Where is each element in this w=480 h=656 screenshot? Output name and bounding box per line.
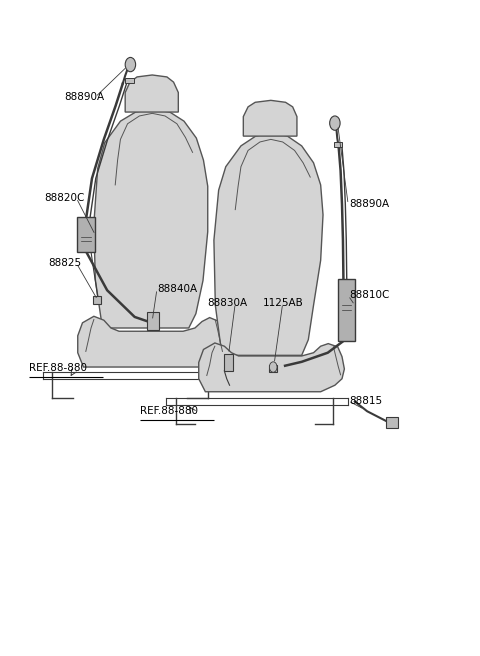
Polygon shape — [125, 75, 179, 112]
Bar — [125, 78, 134, 83]
Polygon shape — [199, 343, 344, 392]
Text: 88890A: 88890A — [349, 199, 389, 209]
Bar — [77, 217, 96, 252]
Bar — [224, 354, 233, 371]
Bar — [338, 279, 355, 341]
Bar — [94, 296, 101, 304]
Text: 88830A: 88830A — [208, 298, 248, 308]
Text: 88815: 88815 — [349, 396, 382, 406]
Bar — [386, 417, 397, 428]
Text: 88825: 88825 — [48, 258, 81, 268]
Bar — [147, 312, 159, 330]
Bar — [334, 142, 342, 147]
Text: 1125AB: 1125AB — [263, 298, 303, 308]
Circle shape — [330, 116, 340, 131]
Text: REF.88-880: REF.88-880 — [29, 363, 87, 373]
Text: 88820C: 88820C — [45, 193, 85, 203]
Bar — [269, 365, 277, 372]
Polygon shape — [94, 110, 208, 328]
Circle shape — [125, 58, 136, 72]
Polygon shape — [214, 133, 323, 356]
Text: REF.88-880: REF.88-880 — [140, 406, 198, 417]
Circle shape — [269, 362, 277, 372]
Polygon shape — [243, 100, 297, 136]
Text: 88890A: 88890A — [64, 92, 105, 102]
Text: 88840A: 88840A — [157, 284, 197, 294]
Polygon shape — [78, 316, 226, 367]
Text: 88810C: 88810C — [349, 291, 389, 300]
